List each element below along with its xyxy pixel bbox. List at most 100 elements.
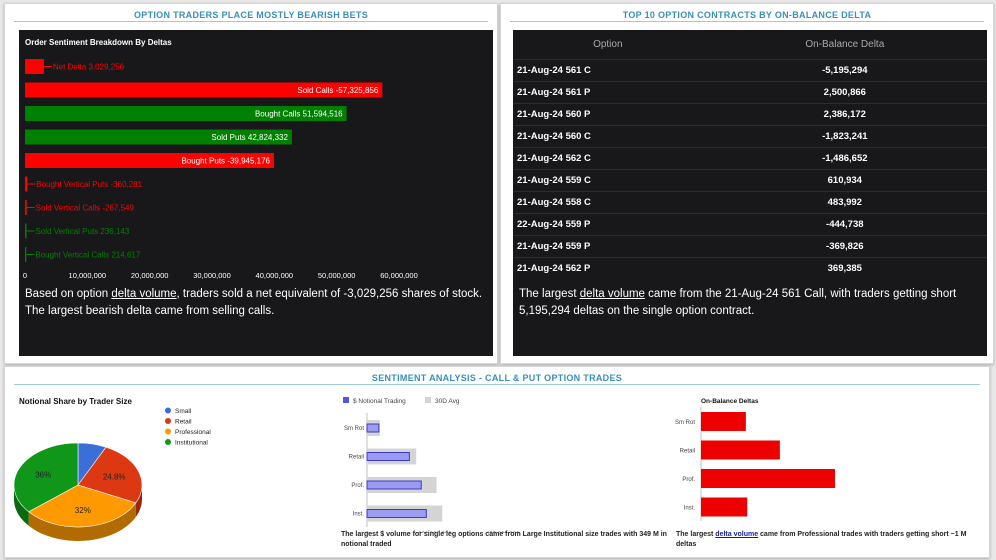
sentiment-description: Based on option delta volume, traders so… (25, 286, 487, 320)
top-contracts-panel: TOP 10 OPTION CONTRACTS BY ON-BALANCE DE… (500, 3, 994, 364)
x-tick-label: 200,000,000 (418, 532, 452, 533)
x-tick-label: 40,000,000 (256, 271, 294, 280)
delta-bar (701, 440, 780, 460)
caption-text: came from Professional trades with trade… (676, 531, 967, 548)
pie-slice-institutional (13, 442, 79, 513)
pie-side-professional (28, 502, 136, 541)
pie-slice-label: 36% (35, 470, 51, 479)
x-tick-label: 60,000,000 (380, 271, 418, 280)
bar-label: Bought Vertical Calls 214,617 (35, 251, 141, 260)
bar-label: Net Delta 3,029,256 (53, 63, 125, 72)
y-tick-label: Sm Rot (675, 420, 695, 426)
sentiment-panel: OPTION TRADERS PLACE MOSTLY BEARISH BETS… (4, 3, 498, 364)
description-text: came from the 21-Aug-24 561 Call, with t… (519, 288, 957, 317)
pie-slice-label: 24.8% (103, 473, 126, 482)
table-row[interactable]: 21-Aug-24 559 P -369,826 (513, 234, 987, 257)
delta-bar (701, 497, 748, 517)
panel-title: OPTION TRADERS PLACE MOSTLY BEARISH BETS (14, 4, 488, 22)
legend-label: Institutional (175, 440, 208, 447)
chart-title: Order Sentiment Breakdown By Deltas (25, 38, 172, 47)
delta-cell: -1,486,652 (702, 146, 987, 169)
y-tick-label: Inst. (684, 506, 696, 512)
bar-sold-puts (25, 129, 292, 145)
option-cell: 21-Aug-24 558 C (513, 190, 703, 213)
pie-slice-professional (28, 484, 137, 528)
legend-label: Small (175, 408, 192, 415)
delta-cell: 483,992 (702, 190, 987, 213)
delta-bar (701, 469, 835, 488)
contracts-description: The largest delta volume came from the 2… (519, 286, 981, 320)
notional-trading-chart: $ Notional Trading 30D Avg Sm Rot Retail Pro… (343, 397, 520, 533)
legend-label: $ Notional Trading (353, 398, 406, 405)
bar-sold-calls (25, 82, 383, 98)
bar-label: Bought Puts -39,945,176 (181, 157, 270, 166)
delta-cell: 610,934 (702, 168, 987, 191)
table-row[interactable]: 21-Aug-24 561 P 2,500,866 (513, 80, 987, 103)
option-cell: 21-Aug-24 559 P (513, 234, 703, 257)
option-cell: 21-Aug-24 561 P (513, 80, 703, 103)
delta-volume-link[interactable]: delta volume (111, 288, 177, 300)
delta-cell: -369,826 (702, 234, 987, 257)
notional-bar (366, 423, 380, 433)
legend-label: Professional (175, 429, 211, 436)
option-cell: 21-Aug-24 562 P (513, 256, 703, 279)
legend-marker (165, 439, 171, 445)
bar-bought-vertical-calls (25, 247, 27, 262)
option-cell: 22-Aug-24 559 P (513, 212, 703, 235)
bar-label: Sold Vertical Puts 236,143 (35, 227, 129, 236)
column-header-delta[interactable]: On-Balance Delta (805, 38, 885, 50)
delta-cell: -444,738 (702, 212, 987, 235)
table-row[interactable]: 22-Aug-24 559 P -444,738 (513, 212, 987, 235)
pie-slice-label: 32% (75, 506, 91, 515)
bar-sold-vertical-puts (25, 223, 27, 239)
bar-sold-vertical-calls (25, 200, 27, 215)
legend-marker (165, 418, 171, 424)
table-header: Option On-Balance Delta (513, 30, 987, 59)
table-row[interactable]: 21-Aug-24 561 C -5,195,294 (513, 58, 987, 81)
table-row[interactable]: 21-Aug-24 559 C 610,934 (513, 168, 987, 191)
x-tick-label: 10,000,000 (69, 271, 107, 280)
delta-cell: -1,823,241 (702, 124, 987, 147)
option-cell: 21-Aug-24 561 C (513, 58, 703, 81)
table-row[interactable]: 21-Aug-24 562 C -1,486,652 (513, 146, 987, 169)
legend-marker (425, 397, 431, 403)
y-tick-label: Prof. (351, 483, 364, 489)
pie-side-institutional (14, 485, 29, 526)
y-tick-label: Retail (349, 455, 364, 461)
legend-label: 30D Avg (435, 398, 460, 405)
description-text: The largest (519, 288, 580, 300)
pie-slice-retail (77, 446, 143, 504)
delta-bar (701, 412, 746, 431)
delta-volume-link[interactable]: delta volume (579, 288, 645, 300)
option-cell: 21-Aug-24 560 C (513, 124, 703, 147)
table-row[interactable]: 21-Aug-24 560 C -1,823,241 (513, 124, 987, 147)
table-row[interactable]: 21-Aug-24 558 C 483,992 (513, 190, 987, 213)
table-row[interactable]: 21-Aug-24 560 P 2,386,172 (513, 102, 987, 125)
bar-net-delta (25, 59, 44, 74)
notional-bar (366, 452, 410, 461)
delta-volume-link[interactable]: delta volume (715, 531, 759, 538)
option-cell: 21-Aug-24 562 C (513, 146, 703, 169)
y-tick-label: Inst. (353, 512, 365, 518)
bar-label: Bought Calls 51,594,516 (255, 110, 343, 119)
chart-title: Notional Share by Trader Size (19, 397, 132, 406)
delta-cell: 369,385 (702, 256, 987, 279)
legend-marker (343, 397, 349, 403)
delta-cell: 2,386,172 (702, 102, 987, 125)
on-balance-deltas-chart: On-Balance Deltas Sm Rot Retail Prof. Inst. (675, 398, 835, 521)
notional-caption: The largest $ volume for single leg opti… (341, 531, 667, 548)
y-tick-label: Retail (680, 449, 695, 455)
panel-title: SENTIMENT ANALYSIS - CALL & PUT OPTION T… (14, 367, 980, 385)
bar-bought-calls (25, 106, 347, 121)
description-text: , traders sold a net equivalent of -3,02… (25, 288, 483, 317)
legend-marker (165, 428, 171, 435)
column-header-option[interactable]: Option (593, 38, 623, 50)
contracts-card: Option On-Balance Delta 21-Aug-24 561 C-… (513, 30, 987, 356)
bar-label: Sold Puts 42,824,332 (211, 133, 288, 142)
table-row[interactable]: 21-Aug-24 562 P 369,385 (513, 256, 987, 279)
notional-bar (366, 509, 427, 518)
bar-bought-puts (25, 153, 274, 168)
contracts-table: Option On-Balance Delta 21-Aug-24 561 C-… (513, 30, 987, 279)
y-tick-label: Sm Rot (344, 426, 364, 432)
pie-side-retail (135, 485, 142, 517)
